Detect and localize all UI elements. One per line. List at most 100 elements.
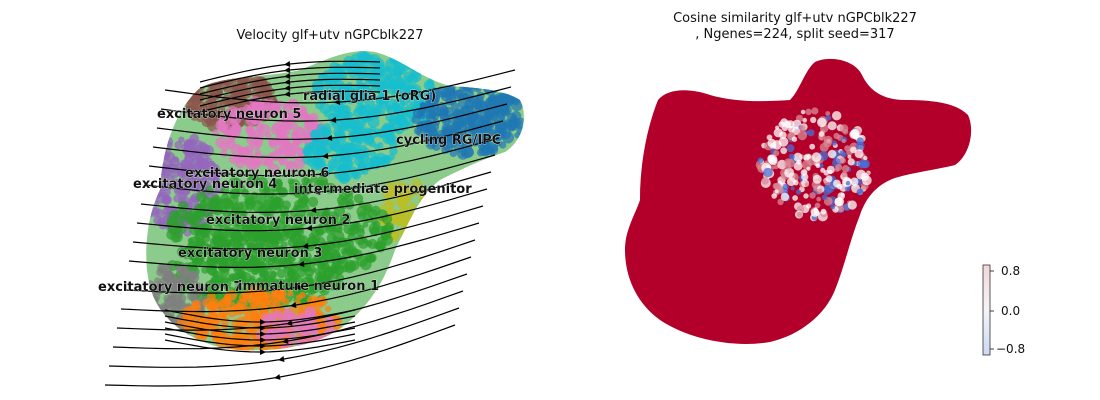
cell-point: [410, 226, 421, 236]
cosine-edge-point: [636, 159, 645, 168]
cell-point: [349, 260, 360, 271]
cell-point: [426, 126, 438, 138]
cell-point: [235, 236, 242, 243]
cosine-edge-point: [634, 187, 643, 196]
cell-point: [321, 126, 332, 138]
cosine-edge-point: [813, 81, 822, 90]
cosine-point: [780, 147, 788, 155]
cell-point: [346, 199, 355, 207]
cosine-edge-point: [733, 325, 742, 334]
cell-point: [246, 226, 256, 237]
cell-point: [150, 159, 157, 166]
cell-point: [278, 187, 287, 196]
cosine-edge-point: [656, 127, 664, 136]
cosine-edge-point: [859, 86, 868, 95]
cosine-edge-point: [838, 325, 847, 334]
cosine-point: [815, 163, 821, 169]
cell-point: [425, 81, 435, 91]
cell-point: [299, 291, 306, 299]
cell-point: [167, 162, 178, 174]
cosine-point: [800, 109, 806, 115]
cosine-edge-point: [906, 119, 915, 128]
cell-point: [227, 307, 237, 318]
cosine-point: [825, 115, 832, 121]
cell-point: [230, 124, 242, 136]
cell-point: [479, 130, 487, 138]
cosine-edge-point: [896, 111, 905, 120]
cell-point: [223, 297, 232, 306]
cosine-point: [803, 193, 809, 199]
cosine-point: [809, 192, 816, 199]
cell-point: [146, 300, 155, 311]
streamline-arrow: [326, 135, 333, 141]
cell-point: [281, 250, 289, 258]
cosine-edge-point: [875, 99, 884, 108]
cosine-point: [784, 162, 792, 170]
cosine-point: [761, 177, 769, 185]
cell-point: [178, 136, 185, 143]
streamline-arrow: [314, 189, 321, 195]
cell-point: [407, 212, 415, 221]
cell-point: [453, 89, 464, 100]
cosine-edge-point: [778, 339, 787, 344]
cosine-edge-point: [928, 147, 937, 155]
cosine-point: [806, 154, 812, 159]
cell-point: [345, 192, 354, 202]
cell-point: [333, 265, 343, 275]
cell-point: [381, 234, 393, 246]
streamline-arrow: [330, 117, 337, 123]
cosine-edge-point: [753, 329, 762, 338]
cosine-point: [827, 121, 837, 131]
cosine-edge-point: [952, 199, 961, 208]
cell-point: [510, 123, 518, 131]
cell-point: [370, 205, 381, 216]
cosine-edge-point: [705, 307, 714, 316]
cosine-edge-point: [924, 275, 932, 284]
cell-point: [285, 161, 297, 173]
cell-point: [146, 151, 157, 161]
cell-point: [193, 80, 205, 92]
cosine-edge-point: [802, 332, 811, 340]
cosine-edge-point: [768, 81, 777, 90]
cell-point: [362, 221, 369, 228]
cosine-point: [799, 125, 806, 132]
cell-point: [324, 305, 332, 313]
cosine-edge-point: [708, 315, 717, 324]
streamline-arrow: [260, 343, 266, 349]
cell-point: [483, 145, 491, 153]
cell-point: [327, 158, 338, 169]
cosine-edge-point: [699, 308, 708, 317]
streamline-arrow: [284, 79, 291, 85]
cell-point: [154, 314, 164, 323]
cosine-point: [777, 159, 787, 170]
streamline-arrow: [322, 153, 329, 159]
cosine-edge-point: [867, 92, 876, 101]
cosine-edge-point: [827, 336, 836, 344]
cell-point: [270, 194, 280, 204]
cell-point: [314, 268, 321, 275]
cosine-point: [841, 138, 846, 143]
cell-point: [307, 196, 319, 208]
cell-point: [391, 232, 399, 239]
streamline-arrow: [284, 73, 291, 79]
cell-point: [212, 217, 223, 228]
cell-point: [301, 251, 312, 263]
cell-point: [234, 216, 245, 227]
cosine-edge-point: [878, 316, 887, 325]
cell-point: [263, 262, 271, 270]
cell-point: [146, 165, 149, 178]
cell-point: [472, 124, 482, 134]
cosine-point: [805, 108, 812, 116]
cell-point: [306, 179, 313, 186]
cell-point: [188, 170, 195, 178]
cell-point: [293, 314, 305, 327]
cell-point: [337, 237, 348, 248]
cosine-edge-point: [825, 331, 834, 339]
cell-point: [281, 229, 289, 238]
streamline-arrow: [294, 284, 301, 290]
cosine-point: [818, 131, 825, 137]
cell-point: [259, 185, 268, 194]
cell-point: [416, 110, 425, 118]
cosine-point: [840, 192, 845, 197]
cosine-edge-point: [790, 81, 799, 90]
